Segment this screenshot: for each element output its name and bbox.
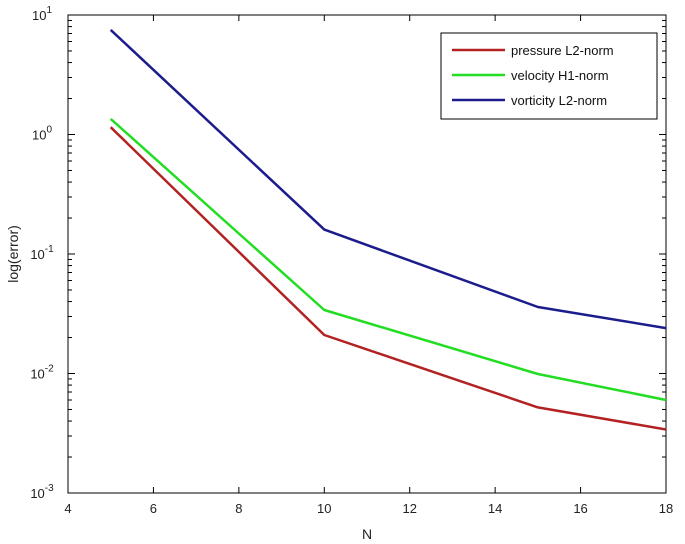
series-line-pressure-l2-norm (109, 126, 667, 431)
x-tick-label: 16 (573, 501, 587, 516)
legend-label-pressure-l2-norm: pressure L2-norm (511, 43, 614, 58)
legend-label-vorticity-l2-norm: vorticity L2-norm (511, 93, 607, 108)
x-tick-label: 14 (488, 501, 502, 516)
x-tick-label: 6 (150, 501, 157, 516)
ticks-group: 4 6 8 10 12 14 16 18 10-3 10-2 10-1 100 101 (30, 5, 673, 516)
x-tick-label: 12 (402, 501, 416, 516)
x-tick-label: 10 (317, 501, 331, 516)
x-tick-label: 4 (64, 501, 71, 516)
series-line-vorticity-l2-norm (109, 28, 667, 330)
y-tick-label: 10-2 (30, 364, 54, 382)
series-group (109, 28, 667, 431)
x-axis-label: N (362, 526, 372, 542)
x-tick-label: 18 (659, 501, 673, 516)
y-tick-label: 100 (32, 125, 52, 143)
y-axis-label: log(error) (5, 225, 21, 283)
x-tick-label: 8 (235, 501, 242, 516)
y-tick-label: 10-3 (30, 483, 54, 501)
legend-label-velocity-h1-norm: velocity H1-norm (511, 68, 609, 83)
legend: pressure L2-norm velocity H1-norm vorticit… (440, 32, 658, 120)
y-tick-label: 101 (32, 5, 52, 23)
series-line-velocity-h1-norm (109, 117, 667, 402)
y-tick-label: 10-1 (30, 244, 54, 262)
